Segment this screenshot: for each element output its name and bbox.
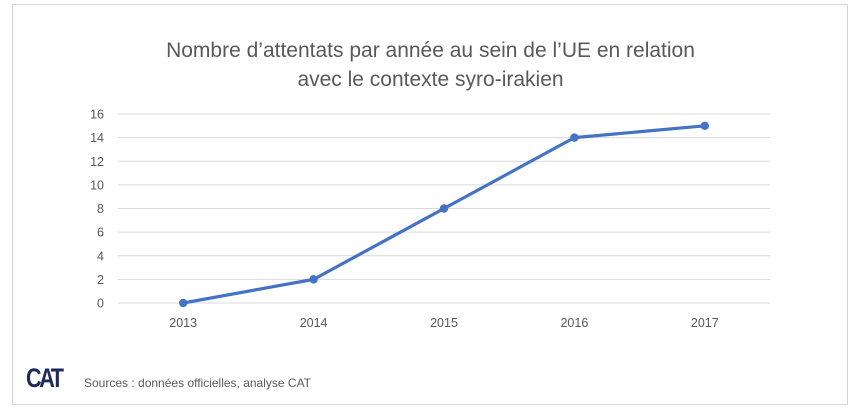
x-tick-label: 2013 (169, 316, 197, 330)
x-tick-label: 2016 (560, 316, 588, 330)
data-point (179, 298, 188, 308)
series-line (182, 124, 705, 305)
chart-title: Nombre d’attentats par année au sein de … (0, 36, 861, 94)
x-tick-label: 2014 (300, 316, 328, 330)
data-point (700, 121, 709, 131)
chart-frame (12, 4, 848, 405)
source-note: Sources : données officielles, analyse C… (84, 376, 312, 390)
chart-title-line2: avec le contexte syro-irakien (297, 68, 564, 91)
y-tick-label: 2 (97, 273, 104, 287)
cat-logo: CAT (26, 363, 64, 393)
y-tick-label: 4 (97, 249, 104, 263)
y-tick-label: 8 (97, 202, 104, 216)
y-tick-label: 12 (90, 155, 104, 169)
y-tick-label: 0 (97, 297, 104, 311)
y-tick-label: 16 (90, 108, 104, 122)
data-point (309, 275, 318, 284)
y-tick-label: 14 (90, 131, 104, 145)
y-tick-label: 6 (97, 226, 104, 240)
data-point (439, 204, 449, 213)
x-tick-label: 2017 (691, 316, 719, 330)
data-point (570, 133, 579, 142)
chart-title-line1: Nombre d’attentats par année au sein de … (166, 39, 695, 62)
x-tick-label: 2015 (430, 316, 458, 330)
y-tick-label: 10 (90, 178, 104, 192)
